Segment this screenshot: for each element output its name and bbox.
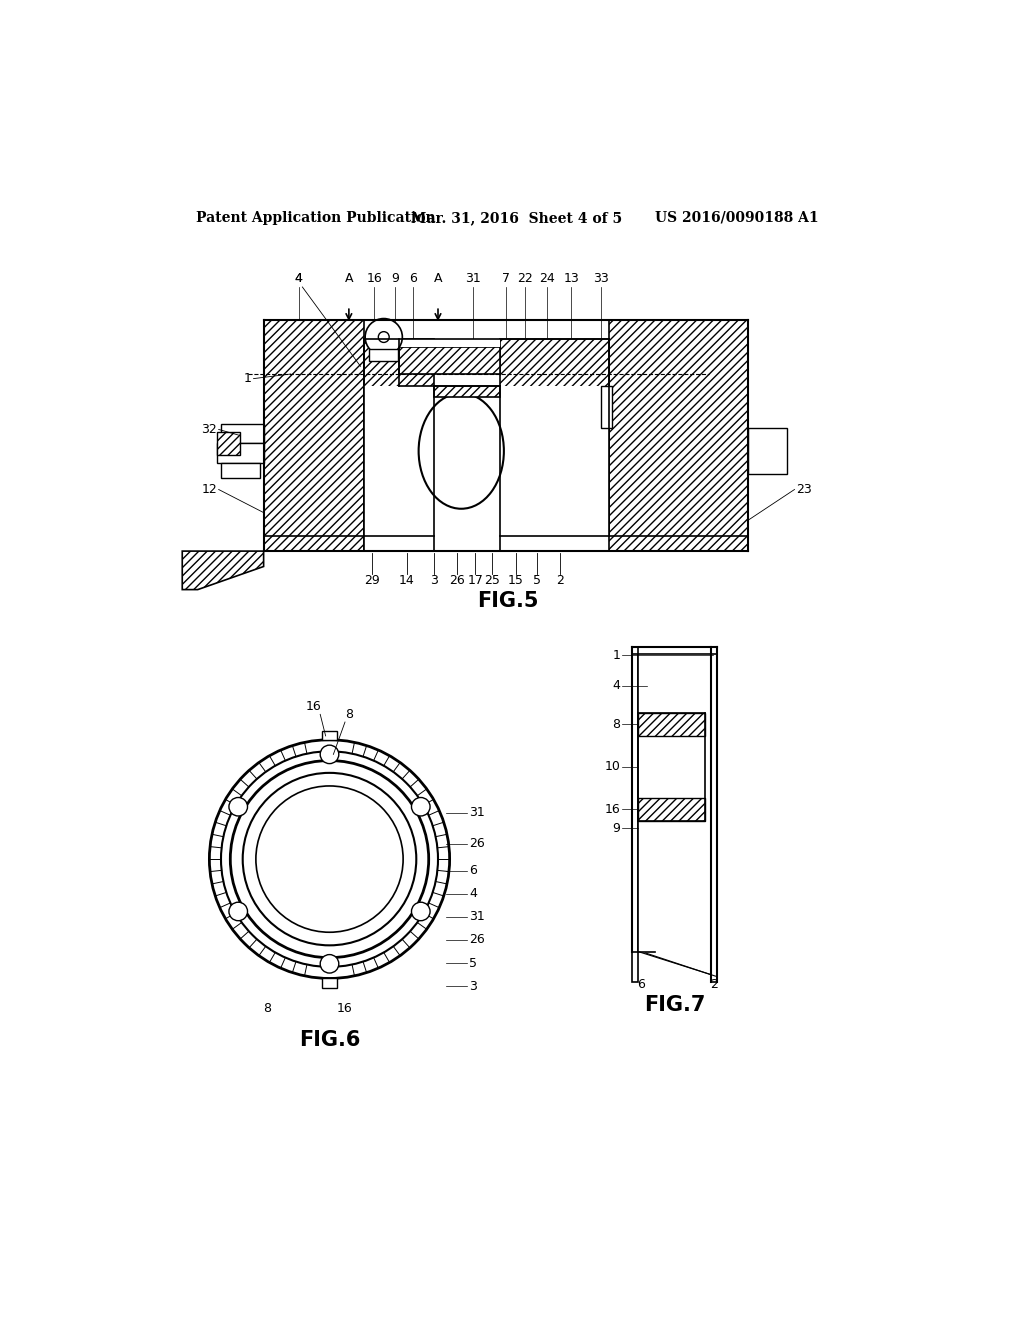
Bar [601, 385, 612, 428]
Circle shape [378, 331, 389, 342]
Text: 6: 6 [637, 978, 645, 991]
Bar [711, 647, 717, 982]
Bar [322, 730, 337, 739]
Circle shape [321, 744, 339, 763]
Text: US 2016/0090188 A1: US 2016/0090188 A1 [655, 211, 818, 224]
Text: 17: 17 [467, 574, 483, 587]
Text: 24: 24 [539, 272, 554, 285]
Text: Mar. 31, 2016  Sheet 4 of 5: Mar. 31, 2016 Sheet 4 of 5 [411, 211, 622, 224]
Text: FIG.6: FIG.6 [299, 1030, 360, 1049]
Text: 31: 31 [469, 807, 484, 820]
Text: 2: 2 [556, 574, 564, 587]
Bar [217, 432, 241, 455]
Text: 3: 3 [430, 574, 438, 587]
Text: 16: 16 [337, 1002, 353, 1015]
Text: A: A [345, 272, 353, 285]
Text: 31: 31 [465, 272, 480, 285]
Bar [632, 647, 638, 982]
Text: A: A [434, 272, 442, 285]
Bar [638, 647, 669, 952]
Circle shape [412, 797, 430, 816]
Circle shape [229, 797, 248, 816]
Text: 6: 6 [469, 865, 477, 878]
Text: 26: 26 [450, 574, 465, 587]
Text: 26: 26 [469, 933, 484, 946]
Text: 26: 26 [469, 837, 484, 850]
Bar [638, 797, 705, 821]
Text: 32: 32 [202, 422, 217, 436]
Circle shape [321, 954, 339, 973]
Text: 13: 13 [563, 272, 580, 285]
Text: 7: 7 [502, 272, 510, 285]
Text: 29: 29 [365, 574, 380, 587]
Bar [434, 385, 500, 397]
Circle shape [412, 903, 430, 921]
Bar [399, 339, 500, 347]
Text: 4: 4 [469, 887, 477, 900]
Text: 4: 4 [295, 272, 302, 285]
Text: 8: 8 [263, 1002, 271, 1015]
Bar [221, 462, 260, 478]
Polygon shape [182, 552, 263, 590]
Text: FIG.7: FIG.7 [644, 995, 706, 1015]
Bar [365, 385, 608, 552]
Text: 1: 1 [612, 648, 621, 661]
Circle shape [366, 318, 402, 355]
Text: 10: 10 [604, 760, 621, 774]
Text: 22: 22 [517, 272, 532, 285]
Text: 9: 9 [391, 272, 399, 285]
Text: 3: 3 [469, 979, 477, 993]
Text: 16: 16 [306, 700, 322, 713]
Text: 4: 4 [295, 272, 302, 285]
Bar [638, 737, 705, 797]
Bar [399, 347, 500, 374]
Text: 6: 6 [410, 272, 417, 285]
Text: 12: 12 [202, 483, 217, 496]
Text: 14: 14 [399, 574, 415, 587]
Bar [365, 339, 434, 552]
Text: Patent Application Publication: Patent Application Publication [197, 211, 436, 224]
Circle shape [229, 903, 248, 921]
Bar [608, 321, 748, 552]
Bar [369, 350, 398, 360]
Text: 16: 16 [604, 803, 621, 816]
Text: 25: 25 [484, 574, 500, 587]
Bar [638, 713, 705, 737]
Text: 2: 2 [710, 978, 718, 991]
Text: FIG.5: FIG.5 [477, 591, 539, 611]
Bar [365, 536, 748, 552]
Bar [217, 444, 263, 462]
Bar [263, 536, 365, 552]
Text: 23: 23 [796, 483, 812, 496]
Text: 31: 31 [469, 911, 484, 924]
Text: 8: 8 [345, 708, 353, 721]
Bar [263, 321, 365, 552]
Text: 4: 4 [612, 680, 621, 693]
Bar [500, 339, 608, 552]
Bar [748, 428, 786, 474]
Text: 5: 5 [469, 957, 477, 970]
Text: 15: 15 [508, 574, 523, 587]
Text: 1: 1 [244, 372, 252, 385]
Ellipse shape [419, 393, 504, 508]
Bar [632, 647, 717, 653]
Text: 33: 33 [593, 272, 608, 285]
Text: 8: 8 [612, 718, 621, 731]
Text: 9: 9 [612, 822, 621, 834]
Text: 16: 16 [367, 272, 382, 285]
Bar [221, 424, 263, 444]
Bar [322, 978, 337, 987]
Text: 5: 5 [534, 574, 542, 587]
